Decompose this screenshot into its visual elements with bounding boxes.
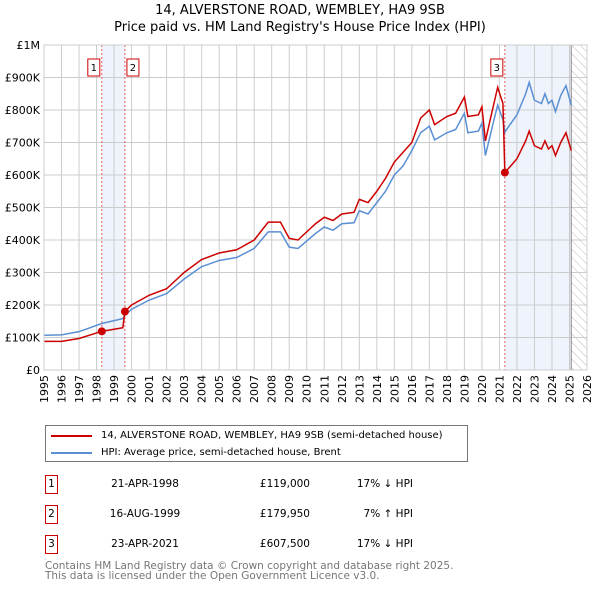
x-tick-label: 2012 bbox=[336, 375, 349, 403]
x-tick-label: 2009 bbox=[283, 375, 296, 403]
x-tick-label: 2007 bbox=[248, 375, 261, 403]
x-tick-label: 2005 bbox=[213, 375, 226, 403]
legend-swatch-red bbox=[51, 434, 92, 437]
y-tick-label: £800K bbox=[5, 104, 41, 117]
x-tick-label: 1997 bbox=[73, 375, 86, 403]
transaction-date: 16-AUG-1999 bbox=[109, 508, 181, 520]
x-tick-label: 2006 bbox=[231, 375, 244, 403]
legend-swatch-blue bbox=[51, 451, 92, 454]
y-tick-label: £300K bbox=[5, 267, 41, 280]
chart-title: 14, ALVERSTONE ROAD, WEMBLEY, HA9 9SB bbox=[155, 3, 445, 18]
transaction-price: £119,000 bbox=[259, 478, 310, 490]
x-tick-label: 2024 bbox=[546, 375, 559, 403]
x-tick-label: 2013 bbox=[353, 375, 366, 403]
legend-item-property: 14, ALVERSTONE ROAD, WEMBLEY, HA9 9SB (s… bbox=[51, 427, 443, 444]
transaction-hpi: 17% ↓ HPI bbox=[356, 538, 413, 550]
x-tick-label: 2015 bbox=[388, 375, 401, 403]
sale-label-box bbox=[87, 58, 101, 77]
legend: 14, ALVERSTONE ROAD, WEMBLEY, HA9 9SB (s… bbox=[45, 425, 468, 462]
x-tick-label: 2011 bbox=[318, 375, 331, 403]
sale-label-box bbox=[490, 58, 504, 77]
transaction-marker: 2 bbox=[45, 505, 58, 524]
transaction-hpi: 17% ↓ HPI bbox=[356, 478, 413, 490]
plot-border bbox=[43, 44, 588, 371]
transaction-date: 23-APR-2021 bbox=[111, 538, 179, 550]
y-tick-label: £0 bbox=[26, 364, 40, 377]
legend-item-hpi: HPI: Average price, semi-detached house,… bbox=[51, 444, 341, 461]
transaction-price: £179,950 bbox=[259, 508, 310, 520]
sale-label: 2 bbox=[130, 63, 136, 74]
y-tick-label: £100K bbox=[5, 332, 41, 345]
y-tick-label: £200K bbox=[5, 299, 41, 312]
price-chart: 1995 1996 1997 1998 1999 2000 2001 2002 2003 2004… bbox=[5, 39, 594, 403]
x-tick-label: 2021 bbox=[493, 375, 506, 403]
x-tick-label: 2025 bbox=[563, 375, 576, 403]
sale-label: 3 bbox=[494, 63, 500, 74]
y-tick-label: £900K bbox=[5, 72, 41, 85]
x-tick-label: 2004 bbox=[196, 375, 209, 403]
x-tick-label: 2003 bbox=[178, 375, 191, 403]
x-tick-label: 2016 bbox=[406, 375, 419, 403]
price-paid-line bbox=[44, 84, 572, 343]
y-tick-label: £500K bbox=[5, 202, 41, 215]
sale-point bbox=[97, 327, 106, 336]
x-tick-label: 2017 bbox=[423, 375, 436, 403]
sale-label: 1 bbox=[91, 63, 97, 74]
x-tick-label: 2026 bbox=[581, 375, 594, 403]
sale-point bbox=[500, 168, 509, 177]
x-tick-label: 2020 bbox=[476, 375, 489, 403]
sale-label-box bbox=[126, 58, 140, 77]
x-tick-label: 2019 bbox=[458, 375, 471, 403]
y-tick-label: £400K bbox=[5, 234, 41, 247]
hpi-line bbox=[43, 79, 572, 336]
x-tick-label: 1996 bbox=[56, 375, 69, 403]
sale-point bbox=[120, 307, 129, 316]
x-tick-label: 2018 bbox=[441, 375, 454, 403]
y-tick-label: £700K bbox=[5, 137, 41, 150]
transaction-marker: 3 bbox=[45, 535, 58, 554]
transaction-marker: 1 bbox=[45, 475, 58, 494]
y-tick-label: £600K bbox=[5, 169, 41, 182]
x-tick-label: 2002 bbox=[161, 375, 174, 403]
chart-subtitle: Price paid vs. HM Land Registry's House … bbox=[114, 20, 486, 35]
x-tick-label: 2000 bbox=[126, 375, 139, 403]
legend-label: 14, ALVERSTONE ROAD, WEMBLEY, HA9 9SB (s… bbox=[101, 430, 443, 441]
legend-label: HPI: Average price, semi-detached house,… bbox=[101, 447, 341, 458]
footer-line-2: This data is licensed under the Open Gov… bbox=[45, 570, 380, 582]
footer-line-1: Contains HM Land Registry data © Crown c… bbox=[45, 560, 454, 572]
x-tick-label: 1998 bbox=[91, 375, 104, 403]
transaction-date: 21-APR-1998 bbox=[111, 478, 179, 490]
y-tick-label: £1M bbox=[17, 39, 41, 52]
x-tick-label: 2010 bbox=[301, 375, 314, 403]
transaction-hpi: 7% ↑ HPI bbox=[363, 508, 413, 520]
transaction-price: £607,500 bbox=[259, 538, 310, 550]
x-tick-label: 2023 bbox=[528, 375, 541, 403]
x-tick-label: 1999 bbox=[108, 375, 121, 403]
x-tick-label: 2014 bbox=[371, 375, 384, 403]
x-tick-label: 2008 bbox=[266, 375, 279, 403]
x-tick-label: 2001 bbox=[143, 375, 156, 403]
x-tick-label: 1995 bbox=[38, 375, 51, 403]
x-tick-label: 2022 bbox=[511, 375, 524, 403]
